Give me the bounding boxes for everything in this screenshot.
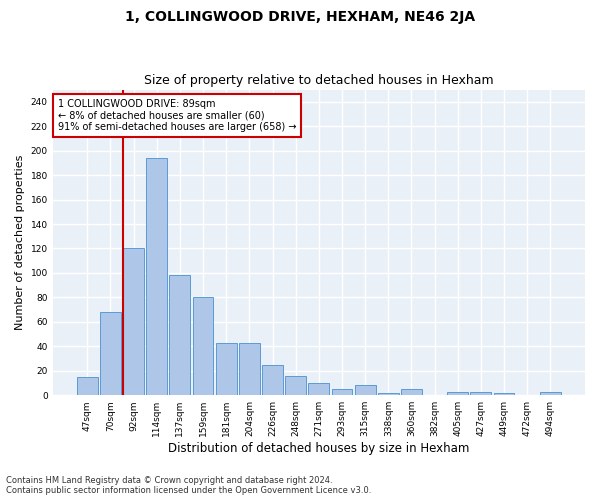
Bar xyxy=(308,383,329,395)
Bar xyxy=(146,158,167,395)
Bar xyxy=(448,392,468,395)
Text: Contains HM Land Registry data © Crown copyright and database right 2024.
Contai: Contains HM Land Registry data © Crown c… xyxy=(6,476,371,495)
Bar xyxy=(378,393,399,395)
Bar xyxy=(239,342,260,395)
Y-axis label: Number of detached properties: Number of detached properties xyxy=(15,154,25,330)
Bar xyxy=(169,276,190,395)
Text: 1, COLLINGWOOD DRIVE, HEXHAM, NE46 2JA: 1, COLLINGWOOD DRIVE, HEXHAM, NE46 2JA xyxy=(125,10,475,24)
Bar xyxy=(216,342,236,395)
Bar xyxy=(262,364,283,395)
Bar xyxy=(494,393,514,395)
X-axis label: Distribution of detached houses by size in Hexham: Distribution of detached houses by size … xyxy=(168,442,470,455)
Bar xyxy=(332,389,352,395)
Bar xyxy=(401,389,422,395)
Bar xyxy=(285,376,306,395)
Title: Size of property relative to detached houses in Hexham: Size of property relative to detached ho… xyxy=(144,74,494,87)
Bar xyxy=(193,298,214,395)
Text: 1 COLLINGWOOD DRIVE: 89sqm
← 8% of detached houses are smaller (60)
91% of semi-: 1 COLLINGWOOD DRIVE: 89sqm ← 8% of detac… xyxy=(58,98,296,132)
Bar xyxy=(540,392,561,395)
Bar xyxy=(470,392,491,395)
Bar xyxy=(77,377,98,395)
Bar xyxy=(123,248,144,395)
Bar xyxy=(100,312,121,395)
Bar xyxy=(355,386,376,395)
